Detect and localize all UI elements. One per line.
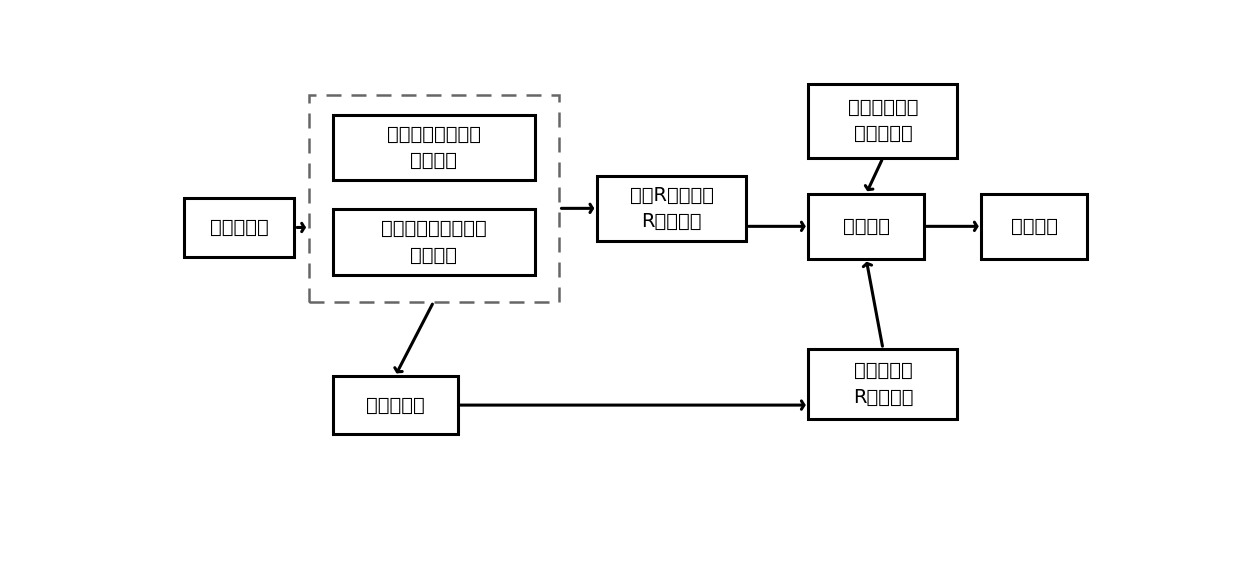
Text: 识别结果: 识别结果	[1011, 217, 1058, 236]
Bar	[808, 84, 957, 158]
Text: 测试样本的
R波候选段: 测试样本的 R波候选段	[853, 361, 913, 406]
Text: 识别R点并得到
R波候选段: 识别R点并得到 R波候选段	[630, 186, 713, 231]
Bar	[808, 194, 924, 259]
Bar	[184, 198, 294, 257]
Text: 训练模型: 训练模型	[843, 217, 889, 236]
Text: 小波软阈值法去除
高频噪声: 小波软阈值法去除 高频噪声	[387, 125, 481, 171]
Bar	[982, 194, 1087, 259]
Bar	[309, 95, 558, 302]
Text: 训练样本集: 训练样本集	[210, 218, 269, 237]
Text: 小波分解重构法去除
低频噪声: 小波分解重构法去除 低频噪声	[381, 220, 486, 265]
Bar	[332, 115, 534, 180]
Bar	[808, 349, 957, 419]
Bar	[332, 210, 534, 274]
Text: 建立模型并完
成模型优化: 建立模型并完 成模型优化	[848, 98, 918, 144]
Bar	[332, 376, 458, 434]
Bar	[596, 176, 746, 241]
Text: 测试样本集: 测试样本集	[366, 395, 424, 415]
